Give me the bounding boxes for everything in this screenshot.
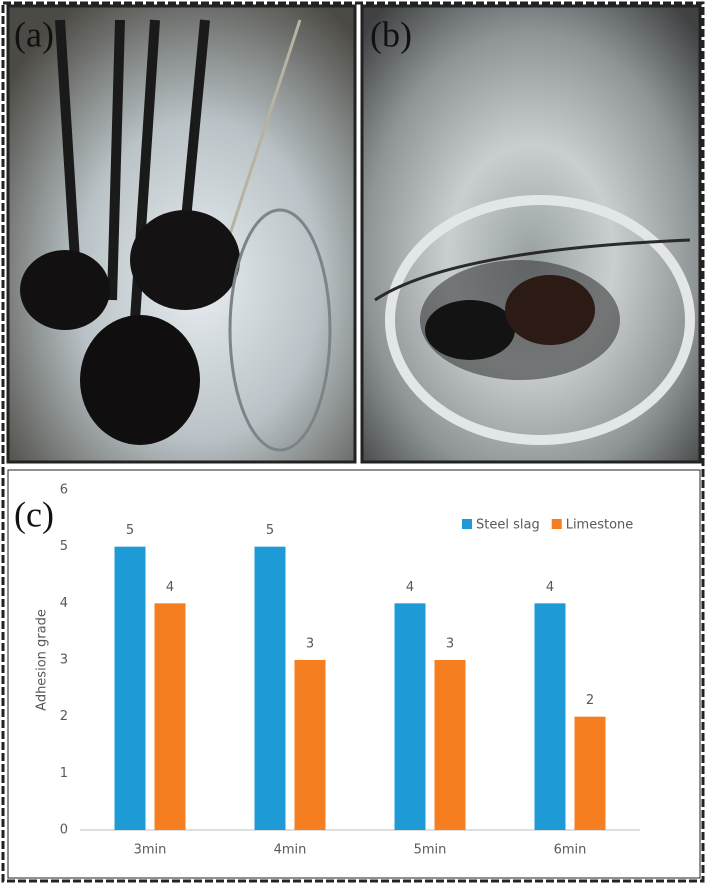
y-tick-label: 3 (60, 653, 68, 668)
x-tick-label: 6min (554, 843, 587, 858)
data-label: 4 (406, 580, 414, 595)
y-tick-label: 5 (60, 539, 68, 554)
y-tick-label: 1 (60, 766, 68, 781)
x-tick-label: 3min (134, 843, 167, 858)
bar (434, 660, 466, 830)
legend-label: Steel slag (476, 518, 540, 533)
panel-label: (b) (370, 14, 412, 54)
data-label: 2 (586, 693, 594, 708)
panel-label: (c) (14, 494, 54, 534)
photo-b (362, 6, 700, 462)
bar (574, 716, 606, 830)
y-tick-label: 2 (60, 709, 68, 724)
x-tick-label: 4min (274, 843, 307, 858)
photo-b-frame (360, 4, 702, 464)
data-label: 4 (166, 580, 174, 595)
y-tick-label: 0 (60, 823, 68, 838)
bar (154, 603, 186, 830)
data-label: 4 (546, 580, 554, 595)
y-tick-label: 4 (60, 596, 68, 611)
chart-frame (7, 469, 701, 879)
photo-a (8, 6, 355, 462)
bar (534, 603, 566, 830)
bar (114, 546, 146, 830)
bar (294, 660, 326, 830)
x-tick-label: 5min (414, 843, 447, 858)
data-label: 3 (306, 637, 314, 652)
legend-swatch (551, 519, 562, 529)
data-label: 5 (266, 523, 274, 538)
y-axis-label: Adhesion grade (35, 609, 50, 711)
bar (394, 603, 426, 830)
data-label: 5 (126, 523, 134, 538)
panel-label: (a) (14, 14, 54, 54)
bar (254, 546, 286, 830)
legend-swatch (462, 519, 472, 529)
photo-a-frame (6, 4, 357, 464)
data-label: 3 (446, 637, 454, 652)
y-tick-label: 6 (60, 483, 68, 498)
legend-label: Limestone (566, 518, 634, 533)
